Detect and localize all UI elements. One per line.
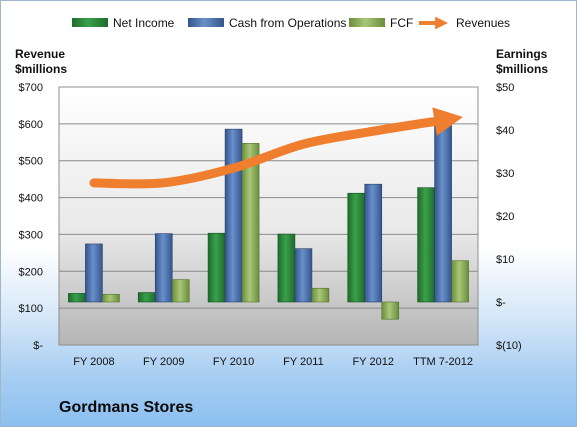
legend-swatch-fcf [349, 18, 385, 27]
left-tick-label: $- [33, 340, 43, 352]
bar-cash-from-operations [364, 183, 383, 303]
bar-fcf [451, 260, 469, 303]
x-tick-label: FY 2008 [73, 356, 114, 368]
legend-swatch-net-income [72, 18, 108, 27]
left-tick-label: $100 [19, 303, 43, 315]
legend-label-cash-ops: Cash from Operations [229, 16, 346, 30]
legend: Net Income Cash from Operations FCF Reve… [72, 16, 510, 30]
x-tick-label: FY 2010 [213, 356, 254, 368]
left-tick-label: $700 [19, 82, 43, 94]
chart-title: Gordmans Stores [59, 399, 194, 416]
legend-label-fcf: FCF [390, 16, 413, 30]
bar-cash-from-operations [294, 248, 313, 303]
left-tick-label: $400 [19, 193, 43, 205]
bar-fcf [102, 293, 120, 303]
right-axis-title-line1: Earnings [496, 47, 548, 61]
bar-cash-from-operations [434, 120, 452, 303]
bar-net-income [417, 187, 435, 303]
right-axis-title-line2: $millions [496, 62, 548, 76]
left-tick-label: $300 [19, 229, 43, 241]
bar-net-income [347, 192, 366, 303]
bar-net-income [207, 232, 226, 303]
right-tick-label: $50 [496, 82, 514, 94]
left-axis-title-line1: Revenue [15, 47, 65, 61]
bar-cash-from-operations [85, 243, 103, 303]
bar-cash-from-operations [224, 128, 243, 303]
bar-cash-from-operations [154, 233, 173, 303]
right-tick-label: $10 [496, 254, 514, 266]
left-tick-label: $500 [19, 156, 43, 168]
legend-label-revenues: Revenues [456, 16, 510, 30]
x-tick-label: TTM 7-2012 [413, 356, 473, 368]
x-axis: FY 2008 FY 2009 FY 2010 FY 2011 FY 2012 TTM 7… [73, 356, 473, 368]
bar-fcf [171, 279, 190, 303]
right-tick-label: $30 [496, 168, 514, 180]
revenue-line [89, 107, 463, 189]
right-tick-label: $40 [496, 125, 514, 137]
bar-fcf [311, 287, 330, 303]
x-tick-label: FY 2011 [283, 356, 324, 368]
bar-net-income [277, 233, 296, 303]
bar-net-income [68, 293, 86, 303]
left-axis-title-line2: $millions [15, 62, 67, 76]
right-tick-label: $(10) [496, 340, 522, 352]
left-tick-label: $600 [19, 119, 43, 131]
bar-net-income [137, 292, 156, 303]
bar-fcf [241, 143, 260, 303]
left-tick-label: $200 [19, 266, 43, 278]
legend-swatch-cash-ops [188, 18, 224, 27]
bar-fcf [381, 301, 400, 320]
line-revenues [89, 107, 463, 189]
legend-label-net-income: Net Income [113, 16, 175, 30]
right-tick-label: $- [496, 297, 506, 309]
x-tick-label: FY 2009 [143, 356, 184, 368]
right-axis: $(10) $- $10 $20 $30 $40 $50 [496, 82, 522, 352]
x-tick-label: FY 2012 [353, 356, 394, 368]
right-tick-label: $20 [496, 211, 514, 223]
left-axis: $- $100 $200 $300 $400 $500 $600 $700 [19, 82, 44, 352]
